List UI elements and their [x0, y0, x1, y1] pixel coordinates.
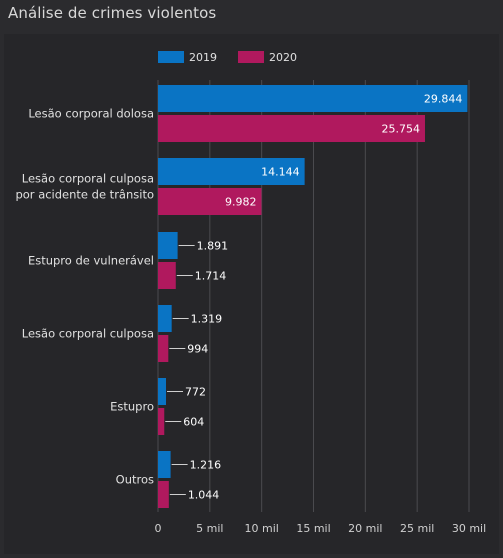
bar-2019[interactable] — [158, 85, 468, 112]
category-label: Lesão corporal dolosa — [28, 107, 154, 121]
category-label: Estupro de vulnerável — [28, 254, 154, 268]
data-label: 1.714 — [195, 270, 227, 283]
bar-2019[interactable] — [158, 305, 172, 332]
bar-2019[interactable] — [158, 451, 171, 478]
category-label: Estupro — [110, 400, 154, 414]
category-label: Lesão corporal culposa — [22, 327, 154, 341]
bar-2020[interactable] — [158, 481, 169, 508]
data-label: 604 — [183, 416, 204, 429]
x-tick-label: 10 mil — [245, 522, 279, 535]
data-label: 25.754 — [381, 123, 420, 136]
x-tick-label: 0 — [155, 522, 162, 535]
data-label: 1.891 — [197, 240, 229, 253]
bar-2019[interactable] — [158, 378, 167, 405]
data-label: 9.982 — [225, 196, 257, 209]
bar-2020[interactable] — [158, 188, 262, 215]
data-label: 772 — [185, 386, 206, 399]
category-label: Outros — [116, 473, 154, 487]
category-label: por acidente de trânsito — [15, 188, 154, 202]
bar-2020[interactable] — [158, 115, 425, 142]
data-label: 1.216 — [190, 459, 222, 472]
category-label: Lesão corporal culposa — [22, 172, 154, 186]
bar-2019[interactable] — [158, 158, 305, 185]
data-label: 1.319 — [191, 313, 223, 326]
data-label: 994 — [187, 343, 208, 356]
legend-label-2020[interactable]: 2020 — [269, 51, 297, 64]
page-title: Análise de crimes violentos — [8, 4, 217, 22]
x-tick-label: 30 mil — [452, 522, 486, 535]
bar-2020[interactable] — [158, 262, 176, 289]
data-label: 14.144 — [261, 166, 300, 179]
data-label: 1.044 — [188, 489, 220, 502]
bar-2019[interactable] — [158, 232, 178, 259]
data-label: 29.844 — [424, 93, 463, 106]
legend-label-2019[interactable]: 2019 — [189, 51, 217, 64]
x-tick-label: 5 mil — [196, 522, 223, 535]
bar-2020[interactable] — [158, 408, 165, 435]
x-tick-label: 25 mil — [400, 522, 434, 535]
bar-2020[interactable] — [158, 335, 169, 362]
legend-swatch-2019[interactable] — [158, 51, 184, 63]
x-tick-label: 15 mil — [296, 522, 330, 535]
x-tick-label: 20 mil — [348, 522, 382, 535]
legend-swatch-2020[interactable] — [238, 51, 264, 63]
